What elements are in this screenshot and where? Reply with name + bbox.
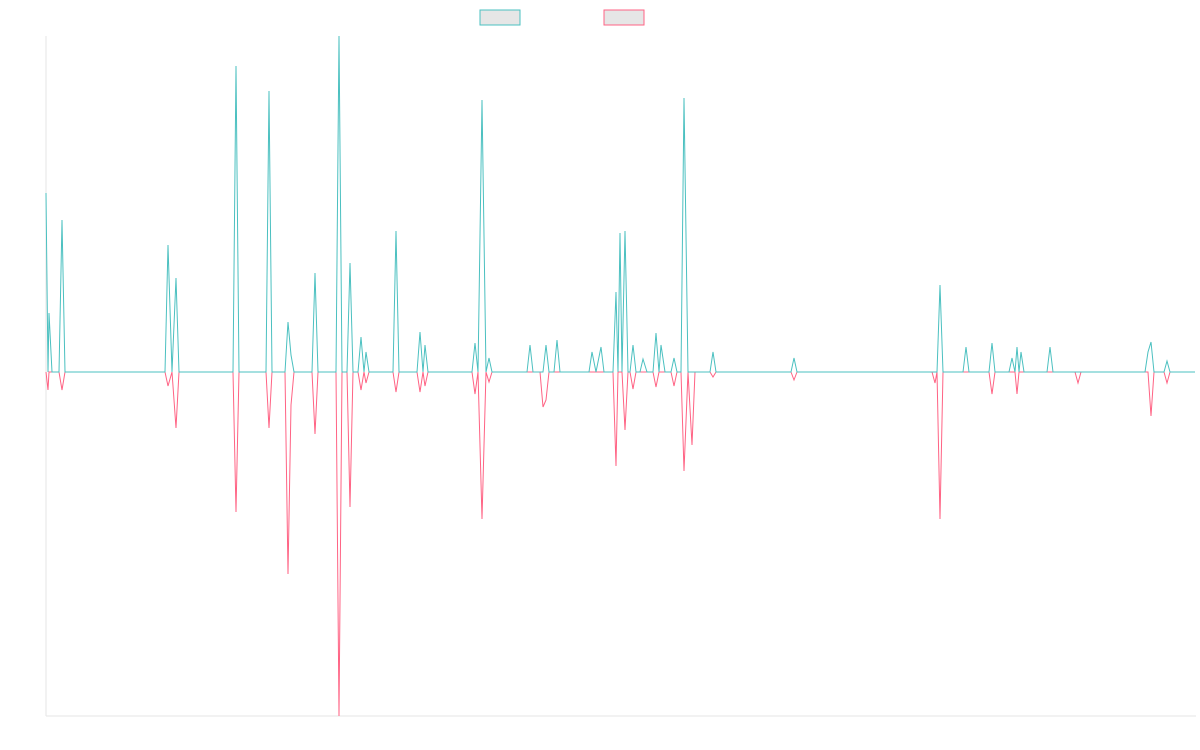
data-line [45,371,1195,717]
legend-swatch[interactable] [603,9,645,26]
legend-swatch[interactable] [479,9,521,26]
data-line [45,35,1195,373]
